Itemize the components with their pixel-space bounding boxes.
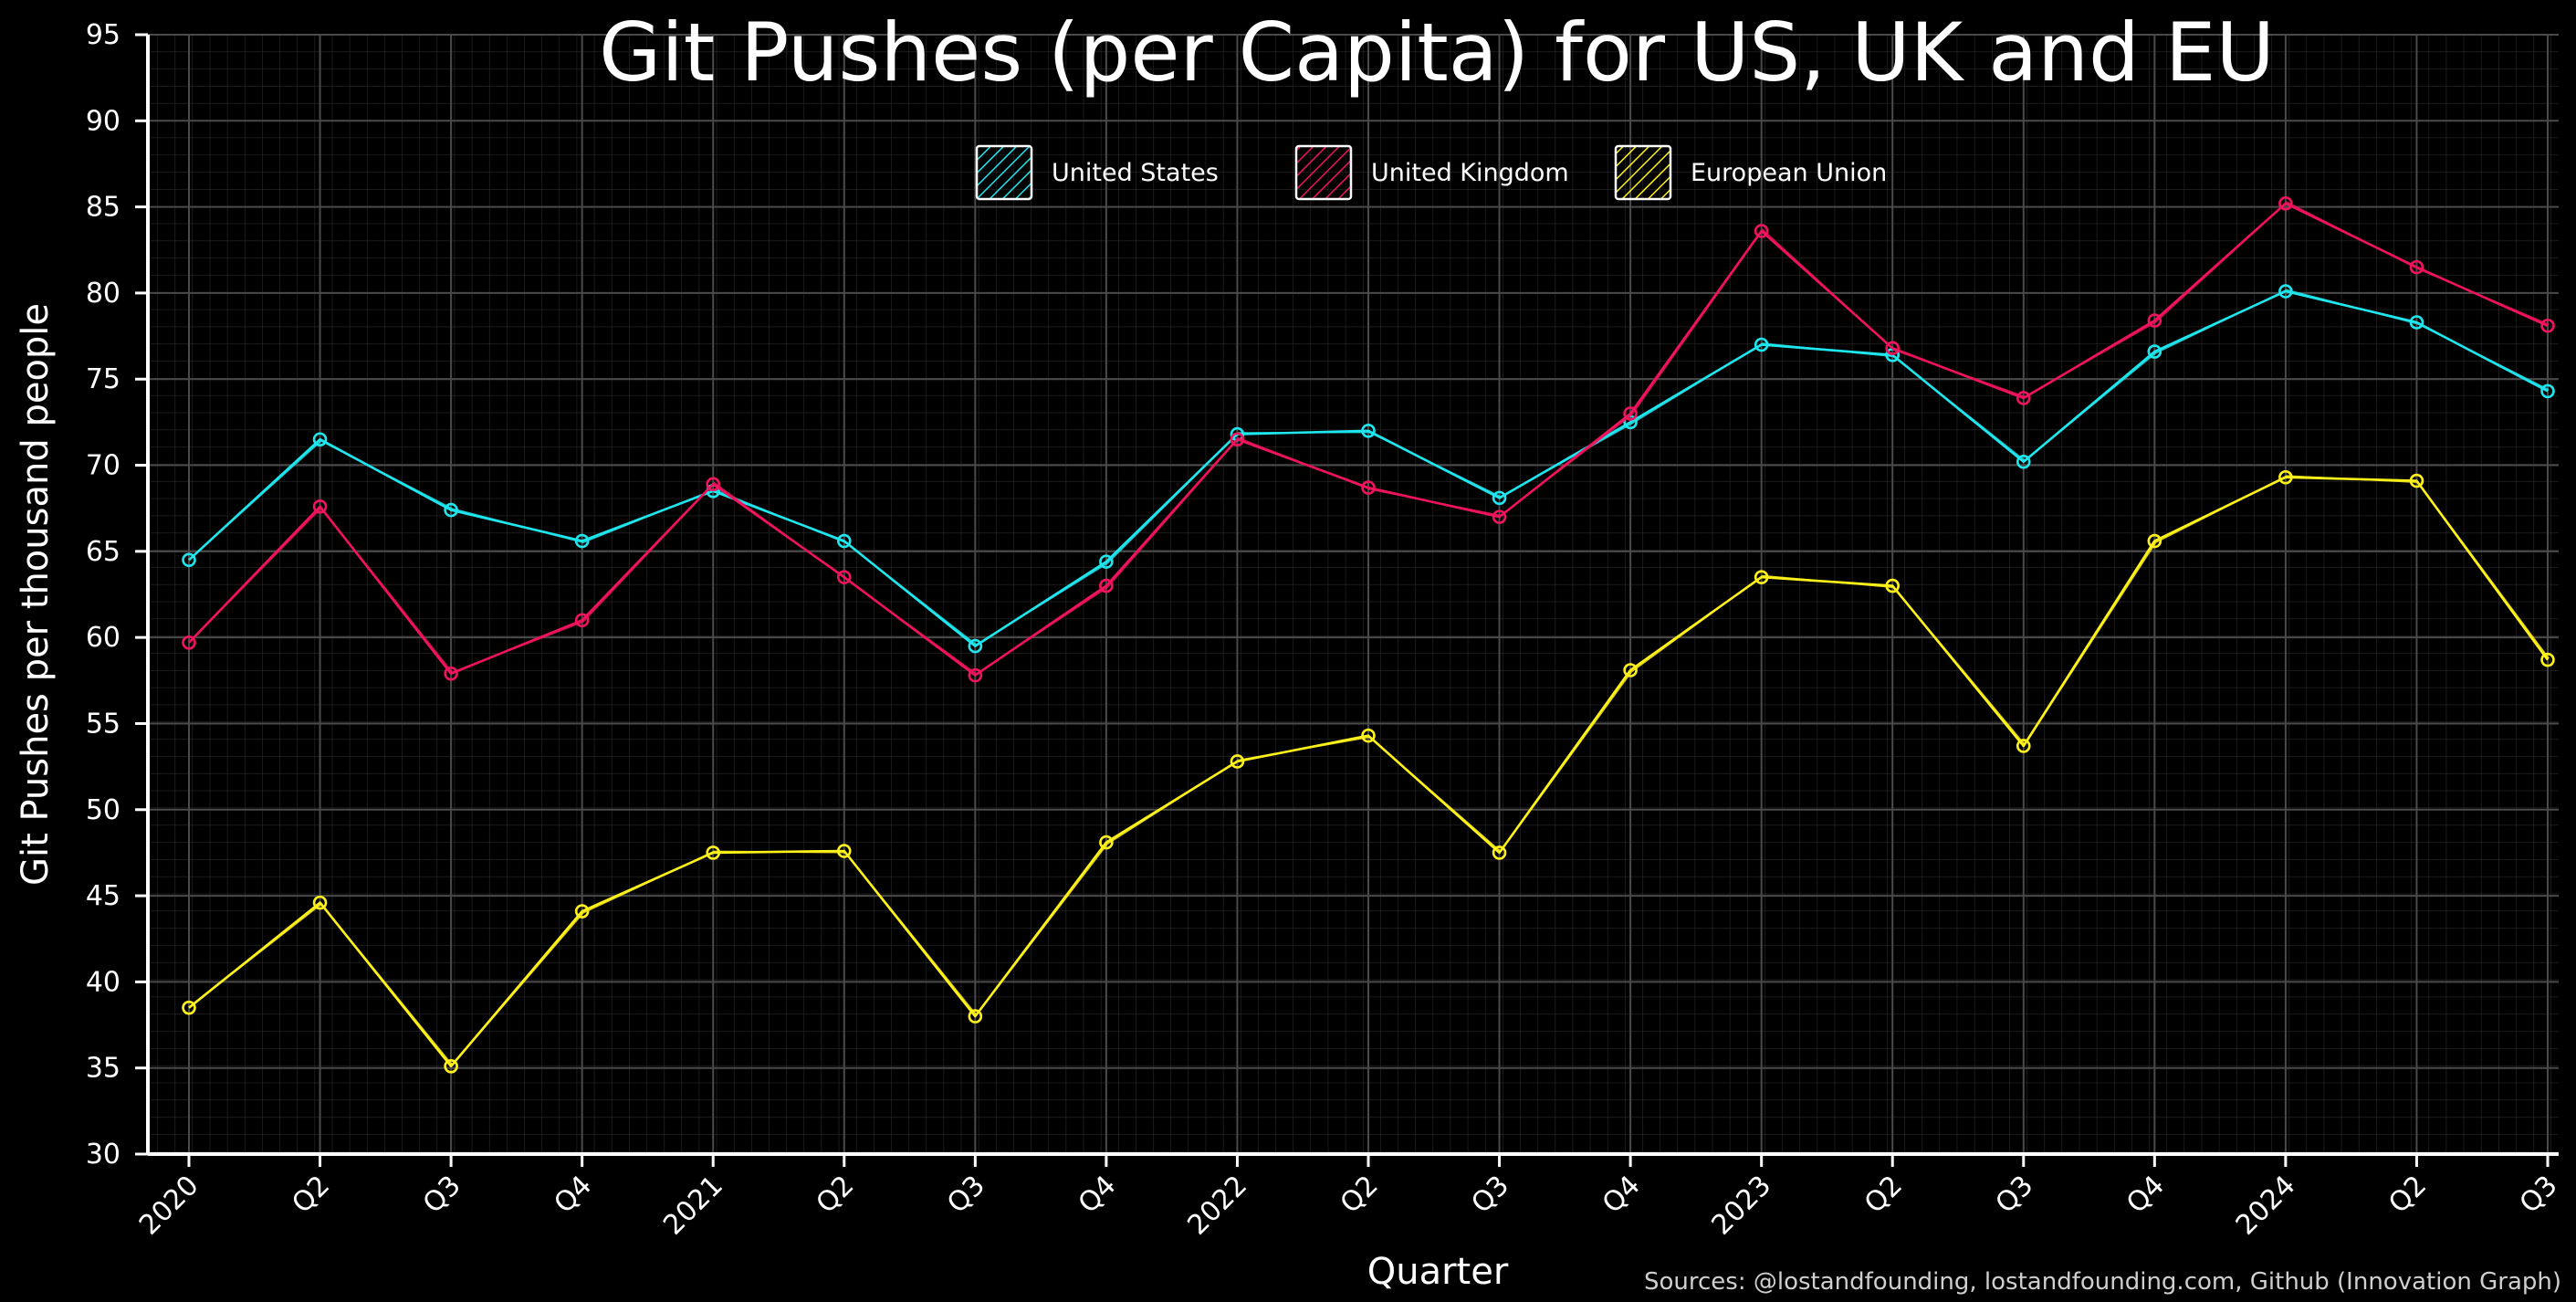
y-tick-label: 80 <box>86 278 120 310</box>
data-point <box>2147 313 2162 328</box>
y-tick-label: 55 <box>86 708 120 740</box>
y-tick-label: 85 <box>86 192 120 224</box>
data-point <box>1361 480 1376 495</box>
data-point <box>1361 728 1376 743</box>
legend-swatch <box>975 144 1033 201</box>
y-axis-title: Git Pushes per thousand people <box>15 303 57 886</box>
plot-area <box>148 35 2559 1154</box>
data-point <box>182 552 196 568</box>
data-point <box>1099 578 1114 593</box>
y-tick-label: 90 <box>86 105 120 137</box>
legend-label: European Union <box>1691 159 1887 187</box>
data-point <box>1492 490 1507 506</box>
data-point <box>1885 341 1901 356</box>
data-point <box>2016 454 2031 469</box>
data-point <box>2540 318 2555 333</box>
data-point <box>1361 424 1376 438</box>
series-line-sketch <box>189 289 2550 646</box>
series-united-states <box>182 284 2555 654</box>
data-point <box>182 1000 196 1015</box>
source-note: Sources: @lostandfounding, lostandfoundi… <box>1644 1268 2561 1296</box>
axes <box>146 35 2559 1156</box>
data-point <box>968 1009 983 1024</box>
data-point <box>1623 663 1638 677</box>
series-layer <box>182 196 2555 1074</box>
data-point <box>1623 406 1638 421</box>
series-line <box>188 202 2549 677</box>
data-point <box>574 533 590 549</box>
data-point <box>2147 533 2162 549</box>
data-point <box>836 533 852 549</box>
data-point <box>836 570 852 584</box>
chart-title: Git Pushes (per Capita) for US, UK and E… <box>599 5 2275 100</box>
series-line <box>188 476 2550 1068</box>
data-point <box>2409 315 2424 330</box>
data-point <box>2016 739 2031 753</box>
data-point <box>1492 509 1507 524</box>
data-point <box>706 845 721 860</box>
data-point <box>2409 259 2424 275</box>
y-tick-label: 30 <box>86 1139 120 1171</box>
y-tick-label: 45 <box>86 880 120 912</box>
y-tick-label: 35 <box>86 1053 120 1085</box>
data-point <box>182 635 196 650</box>
data-point <box>444 1059 458 1074</box>
data-point <box>2016 391 2031 405</box>
legend-item: United States <box>975 144 1219 201</box>
data-point <box>1230 432 1245 447</box>
data-point <box>2540 383 2555 399</box>
x-axis-title: Quarter <box>1367 1251 1509 1293</box>
data-point <box>1754 224 1769 238</box>
y-tick-label: 95 <box>86 19 120 51</box>
data-point <box>312 432 328 447</box>
series-european-union <box>182 469 2555 1074</box>
data-point <box>312 499 328 514</box>
data-point <box>968 638 983 654</box>
legend-item: European Union <box>1614 144 1887 201</box>
series-united-kingdom <box>182 196 2555 683</box>
y-tick-label: 75 <box>86 363 120 395</box>
legend-item: United Kingdom <box>1294 144 1569 201</box>
data-point <box>968 667 983 683</box>
data-point <box>2278 284 2293 299</box>
data-point <box>444 502 458 518</box>
data-point <box>2278 469 2293 485</box>
series-line <box>188 289 2549 647</box>
data-point <box>2278 196 2293 211</box>
data-point <box>574 613 590 628</box>
data-point <box>836 844 852 858</box>
series-line-sketch <box>189 475 2550 1066</box>
data-point <box>444 666 458 681</box>
data-point <box>312 895 328 910</box>
legend-swatch <box>1294 144 1353 201</box>
data-point <box>2540 652 2555 667</box>
data-point <box>1230 754 1245 769</box>
data-point <box>1099 554 1114 569</box>
legend-swatch <box>1614 144 1672 201</box>
data-point <box>574 904 590 919</box>
y-tick-label: 60 <box>86 622 120 654</box>
legend-label: United States <box>1052 159 1219 187</box>
y-tick-label: 50 <box>86 794 120 826</box>
y-ticks: 30 35 40 45 50 55 60 65 70 75 80 85 90 95 <box>86 19 148 1171</box>
y-tick-label: 65 <box>86 536 120 568</box>
series-line-sketch <box>189 201 2550 676</box>
data-point <box>2147 344 2162 359</box>
data-point <box>706 477 721 492</box>
data-point <box>1754 570 1769 584</box>
data-point <box>1099 835 1114 850</box>
y-tick-label: 70 <box>86 450 120 482</box>
data-point <box>1754 337 1769 352</box>
legend-label: United Kingdom <box>1371 159 1569 187</box>
y-tick-label: 40 <box>86 966 120 998</box>
data-point <box>1885 578 1901 593</box>
data-point <box>1492 845 1507 860</box>
legend: United States United Kingdom European Unio… <box>975 144 1887 201</box>
data-point <box>2409 473 2424 488</box>
